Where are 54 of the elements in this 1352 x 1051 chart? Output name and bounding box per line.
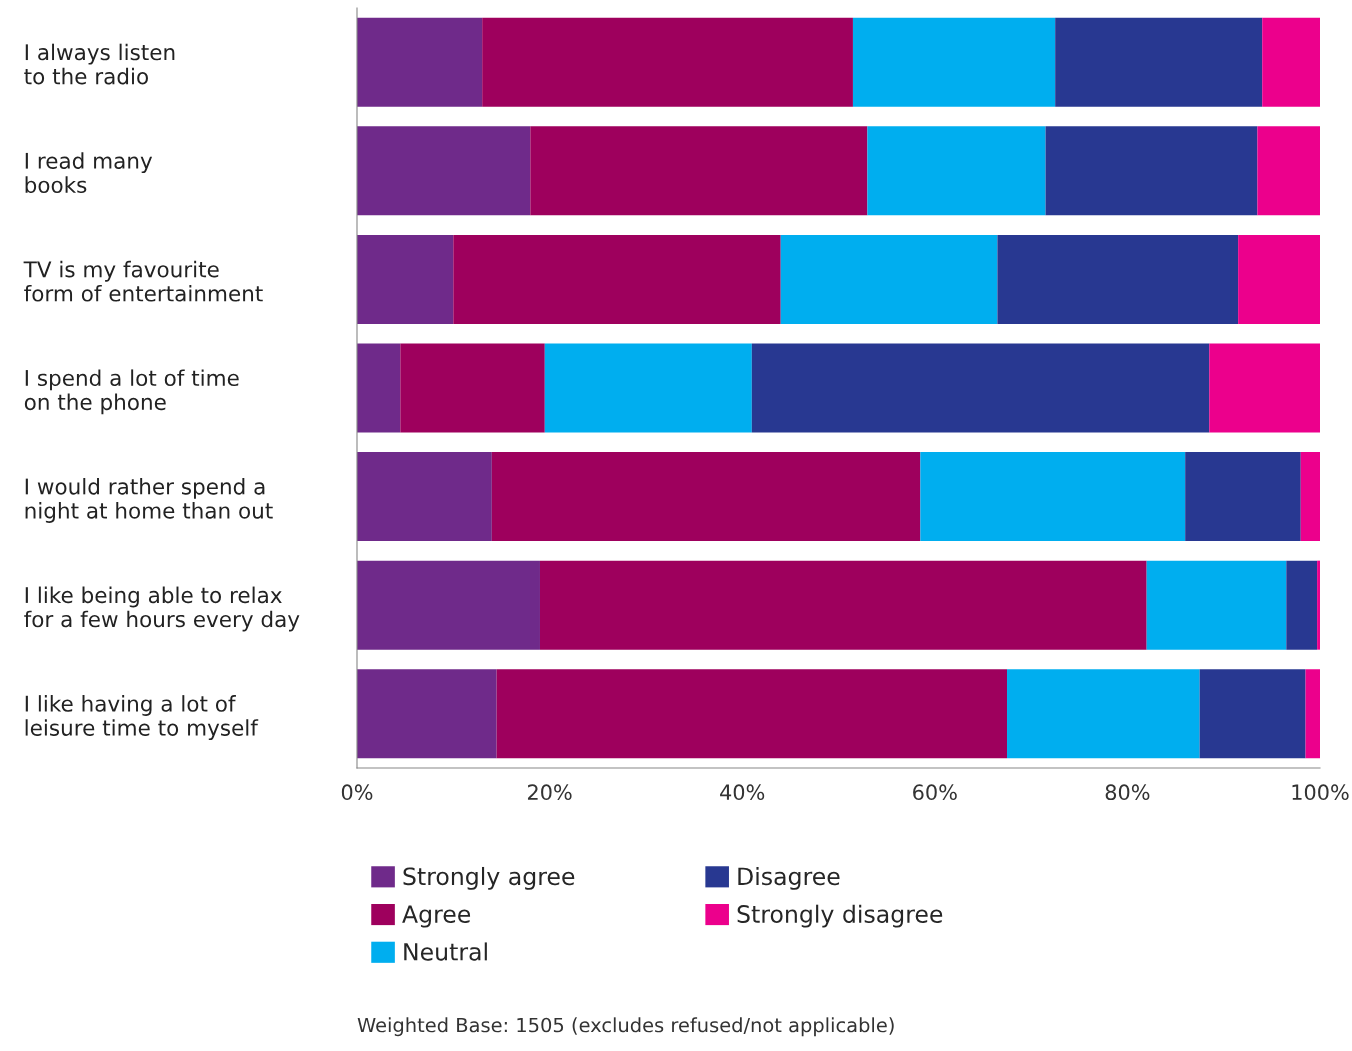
bar	[539, 560, 1147, 650]
legend-label: Strongly agree	[403, 866, 575, 890]
x-tick-label: 80%	[1105, 784, 1150, 801]
legend-label: Disagree	[738, 866, 840, 890]
bar	[357, 452, 492, 542]
bar	[1007, 669, 1200, 759]
bar	[852, 17, 1056, 107]
bar	[400, 343, 545, 433]
x-tick-label: 100%	[1292, 784, 1349, 801]
bar	[357, 343, 401, 433]
y-tick-label: I always listen to the radio	[24, 43, 175, 85]
x-tick-label: 40%	[720, 784, 765, 801]
bar	[1045, 126, 1258, 216]
bar	[491, 452, 921, 542]
x-tick-label: 60%	[913, 784, 957, 801]
bar	[1305, 669, 1320, 759]
bar	[751, 343, 1210, 433]
bar	[357, 560, 540, 650]
bar	[867, 126, 1046, 216]
bar	[357, 126, 531, 216]
y-tick-label: I like having a lot of leisure time to myself	[25, 695, 259, 741]
bar	[544, 343, 752, 433]
bar	[530, 126, 868, 216]
bar	[357, 17, 483, 107]
bar	[1238, 234, 1320, 324]
bar	[997, 234, 1239, 324]
bar	[780, 234, 998, 324]
bar	[496, 669, 1008, 759]
bar	[453, 234, 781, 324]
x-tick-label: 20%	[527, 784, 572, 801]
bar	[357, 234, 454, 324]
bar	[1055, 17, 1263, 107]
x-tick-label: 0%	[341, 784, 373, 801]
text: Weighted Base: 1505 (excludes refused/not applicable)	[357, 1017, 894, 1037]
y-tick-label: I like being able to relax for a few hours every day	[24, 586, 300, 632]
bar	[1209, 343, 1320, 433]
y-tick-label: I spend a lot of time on the phone	[24, 369, 239, 415]
bar	[1185, 452, 1301, 542]
legend-label: Strongly disagree	[737, 904, 943, 928]
bar	[1262, 17, 1320, 107]
bar	[1286, 560, 1318, 650]
y-tick-label: TV is my favourite form of entertainment	[23, 260, 263, 302]
bar	[1146, 560, 1287, 650]
bar	[920, 452, 1186, 542]
bar	[1317, 560, 1320, 650]
y-tick-label: I would rather spend a night at home than out	[25, 477, 273, 523]
bar	[357, 669, 497, 759]
bar	[1257, 126, 1320, 216]
bar	[1300, 452, 1320, 542]
y-tick-label: I read many books	[25, 152, 153, 194]
legend-label: Agree	[402, 905, 471, 928]
bar	[482, 17, 853, 107]
bar	[1199, 669, 1306, 759]
legend-label: Neutral	[404, 942, 487, 961]
